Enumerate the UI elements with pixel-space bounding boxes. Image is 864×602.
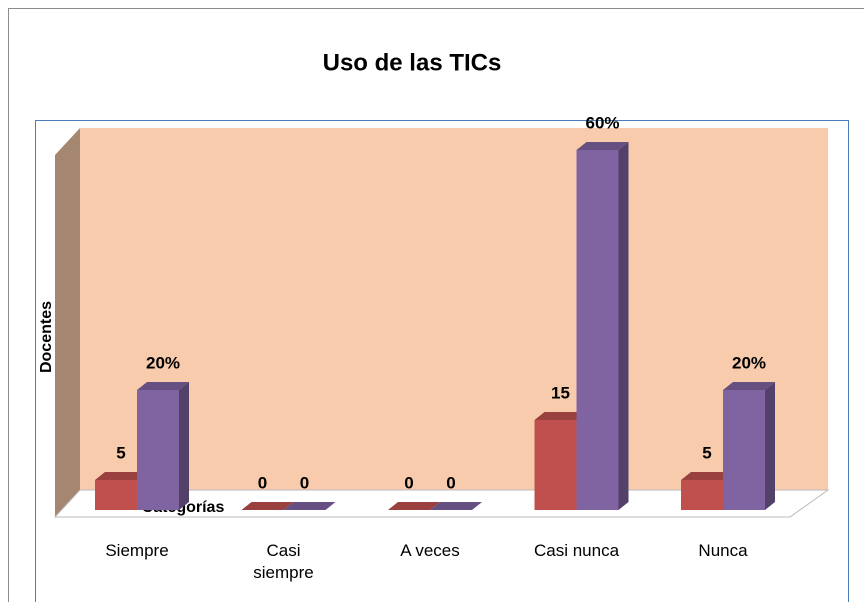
data-label: 0 [446,473,455,492]
x-tick-label: Casi siempre [253,541,314,582]
bar [137,390,179,510]
chart-title: Uso de las TICs [323,49,502,76]
data-label: 20% [146,353,180,372]
x-tick-label: Nunca [698,541,748,560]
bar-top [430,502,482,510]
bar-top [283,502,336,510]
x-tick-label: Casi nunca [533,541,620,560]
back-wall [80,128,828,490]
data-label: 60% [585,113,619,132]
bar-top [241,502,294,510]
bar [723,390,765,510]
x-tick-label: Siempre [105,541,169,560]
bar-top [95,472,147,480]
data-label: 0 [404,473,413,492]
bar [681,480,723,510]
y-axis-label: Docentes [38,301,55,373]
bar [576,150,619,510]
data-label: 20% [732,353,766,372]
bar-side [179,382,189,510]
data-label: 0 [258,473,267,492]
data-label: 5 [702,443,711,462]
data-label: 0 [300,473,309,492]
bar-side [618,142,629,510]
x-tick-label: A veces [400,541,460,560]
bar-top [388,502,440,510]
bar [534,420,577,510]
data-label: 5 [116,443,125,462]
bar-top [723,382,775,390]
bar-top [576,142,629,150]
bar [95,480,137,510]
data-label: 15 [551,383,570,402]
bar-top [681,472,733,480]
bar-top [137,382,189,390]
side-wall [55,128,80,517]
bar-top [534,412,587,420]
bar-side [765,382,775,510]
